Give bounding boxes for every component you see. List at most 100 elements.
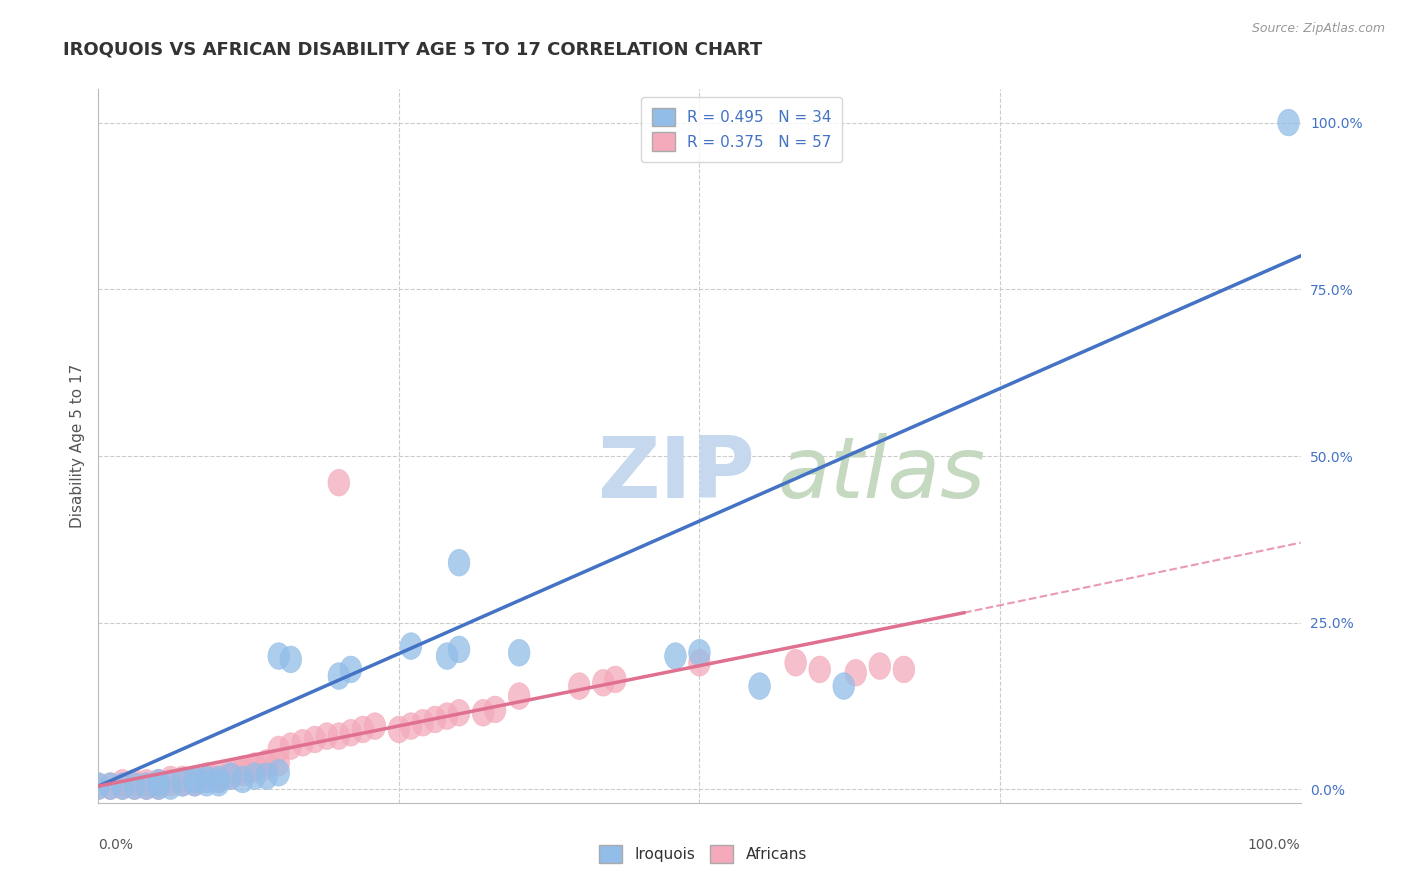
Ellipse shape [352, 716, 374, 743]
Text: atlas: atlas [778, 433, 986, 516]
Ellipse shape [160, 770, 181, 797]
Ellipse shape [124, 772, 145, 799]
Ellipse shape [184, 770, 205, 797]
Ellipse shape [87, 772, 110, 799]
Ellipse shape [292, 730, 314, 756]
Ellipse shape [689, 640, 710, 666]
Ellipse shape [208, 766, 229, 793]
Ellipse shape [749, 673, 770, 699]
Ellipse shape [269, 736, 290, 763]
Ellipse shape [219, 759, 242, 786]
Ellipse shape [136, 770, 157, 797]
Ellipse shape [172, 766, 194, 793]
Ellipse shape [195, 763, 218, 789]
Ellipse shape [195, 770, 218, 797]
Ellipse shape [316, 723, 337, 749]
Ellipse shape [592, 669, 614, 696]
Ellipse shape [184, 766, 205, 793]
Ellipse shape [124, 770, 145, 797]
Ellipse shape [184, 766, 205, 793]
Ellipse shape [184, 770, 205, 797]
Ellipse shape [665, 643, 686, 669]
Ellipse shape [689, 649, 710, 676]
Ellipse shape [148, 772, 169, 799]
Ellipse shape [243, 753, 266, 780]
Text: Source: ZipAtlas.com: Source: ZipAtlas.com [1251, 22, 1385, 36]
Ellipse shape [219, 763, 242, 789]
Ellipse shape [111, 772, 134, 799]
Ellipse shape [304, 726, 326, 753]
Ellipse shape [869, 653, 890, 680]
Text: ZIP: ZIP [598, 433, 755, 516]
Text: IROQUOIS VS AFRICAN DISABILITY AGE 5 TO 17 CORRELATION CHART: IROQUOIS VS AFRICAN DISABILITY AGE 5 TO … [63, 40, 762, 58]
Legend: Iroquois, Africans: Iroquois, Africans [592, 837, 814, 871]
Ellipse shape [401, 632, 422, 659]
Ellipse shape [219, 763, 242, 789]
Ellipse shape [160, 772, 181, 799]
Ellipse shape [160, 766, 181, 793]
Ellipse shape [412, 709, 434, 736]
Ellipse shape [87, 772, 110, 799]
Ellipse shape [232, 759, 253, 786]
Ellipse shape [280, 732, 301, 759]
Ellipse shape [100, 772, 121, 799]
Ellipse shape [195, 766, 218, 793]
Ellipse shape [449, 699, 470, 726]
Ellipse shape [208, 763, 229, 789]
Ellipse shape [172, 770, 194, 797]
Ellipse shape [509, 640, 530, 666]
Text: 0.0%: 0.0% [98, 838, 134, 853]
Ellipse shape [111, 770, 134, 797]
Ellipse shape [243, 756, 266, 783]
Ellipse shape [124, 772, 145, 799]
Ellipse shape [472, 699, 494, 726]
Ellipse shape [568, 673, 591, 699]
Ellipse shape [845, 659, 866, 686]
Ellipse shape [449, 636, 470, 663]
Ellipse shape [136, 772, 157, 799]
Ellipse shape [364, 713, 385, 739]
Ellipse shape [148, 770, 169, 797]
Ellipse shape [328, 469, 350, 496]
Ellipse shape [100, 772, 121, 799]
Ellipse shape [256, 753, 277, 780]
Ellipse shape [269, 759, 290, 786]
Ellipse shape [232, 756, 253, 783]
Ellipse shape [340, 720, 361, 746]
Ellipse shape [449, 549, 470, 576]
Ellipse shape [269, 749, 290, 776]
Ellipse shape [893, 657, 915, 682]
Legend: R = 0.495   N = 34, R = 0.375   N = 57: R = 0.495 N = 34, R = 0.375 N = 57 [641, 97, 842, 161]
Ellipse shape [425, 706, 446, 732]
Ellipse shape [111, 772, 134, 799]
Ellipse shape [243, 763, 266, 789]
Ellipse shape [280, 646, 301, 673]
Ellipse shape [172, 770, 194, 797]
Text: 100.0%: 100.0% [1249, 838, 1301, 853]
Ellipse shape [208, 766, 229, 793]
Ellipse shape [436, 703, 458, 730]
Ellipse shape [832, 673, 855, 699]
Ellipse shape [388, 716, 409, 743]
Ellipse shape [484, 696, 506, 723]
Ellipse shape [148, 770, 169, 797]
Ellipse shape [328, 663, 350, 690]
Ellipse shape [509, 682, 530, 709]
Ellipse shape [340, 657, 361, 682]
Ellipse shape [605, 666, 626, 693]
Ellipse shape [136, 772, 157, 799]
Ellipse shape [148, 772, 169, 799]
Ellipse shape [808, 657, 831, 682]
Ellipse shape [328, 723, 350, 749]
Ellipse shape [195, 766, 218, 793]
Ellipse shape [269, 643, 290, 669]
Ellipse shape [436, 643, 458, 669]
Ellipse shape [1278, 109, 1299, 136]
Y-axis label: Disability Age 5 to 17: Disability Age 5 to 17 [69, 364, 84, 528]
Ellipse shape [256, 749, 277, 776]
Ellipse shape [232, 766, 253, 793]
Ellipse shape [208, 770, 229, 797]
Ellipse shape [785, 649, 807, 676]
Ellipse shape [401, 713, 422, 739]
Ellipse shape [256, 763, 277, 789]
